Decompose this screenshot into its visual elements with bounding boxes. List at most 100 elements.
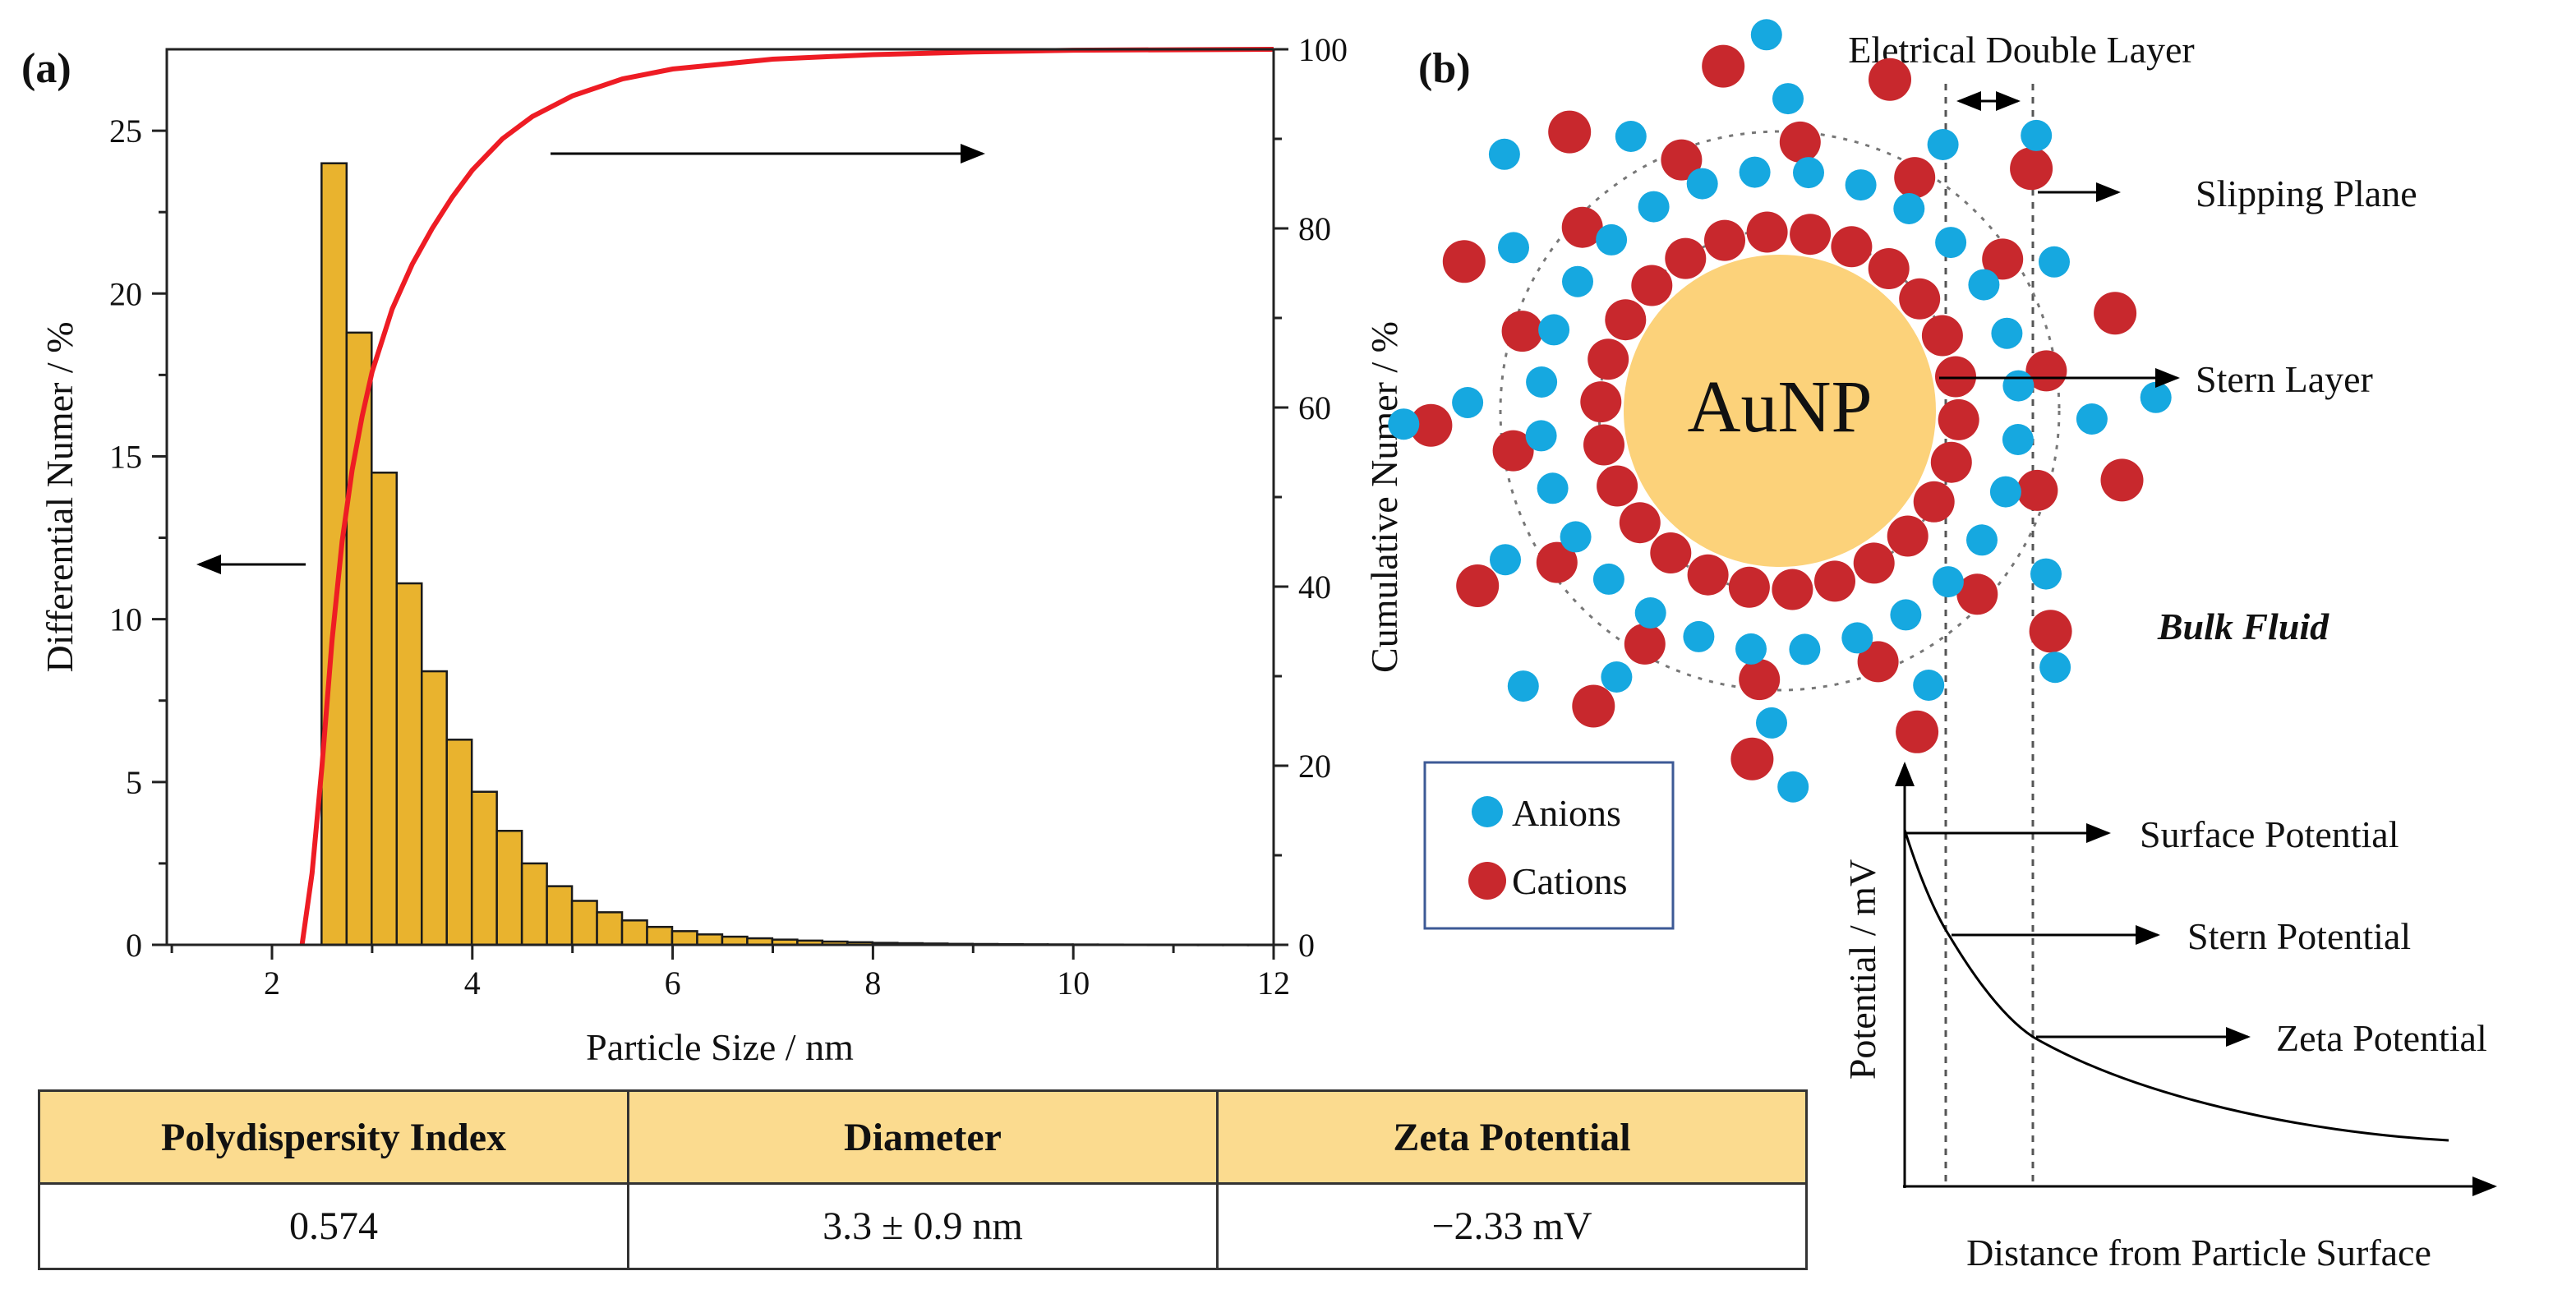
y-tick-label: 20 [109, 275, 142, 312]
y2-tick-label: 80 [1298, 210, 1331, 247]
cation [1739, 659, 1781, 701]
cation [1982, 238, 2024, 280]
anion [2039, 652, 2071, 684]
cation [1650, 532, 1692, 573]
anion [1498, 232, 1529, 264]
anion [1507, 670, 1539, 702]
bulk-fluid-label: Bulk Fluid [2157, 606, 2329, 647]
histogram-bar [495, 830, 523, 946]
y2-tick-label: 100 [1298, 31, 1348, 68]
cation [1631, 265, 1673, 306]
header-diameter: Diameter [627, 1089, 1219, 1185]
cation [1409, 403, 1453, 447]
anion [1538, 314, 1570, 346]
anion [1537, 472, 1569, 504]
histogram-bar [646, 925, 674, 946]
value-diameter: 3.3 ± 0.9 nm [627, 1182, 1219, 1270]
anion [1893, 193, 1925, 224]
potential-plot: Potential / mV Distance from Particle Su… [1841, 762, 2497, 1273]
particle-label: AuNP [1687, 366, 1872, 448]
anion [2002, 370, 2035, 402]
cation [1857, 641, 1899, 683]
y-tick-label: 15 [109, 438, 142, 475]
anion [2039, 246, 2070, 278]
histogram-bars [320, 162, 1274, 946]
cations-legend-label: Cations [1512, 860, 1628, 902]
cation [1597, 465, 1638, 507]
anion [1991, 317, 2023, 349]
histogram-bar [445, 739, 473, 946]
y2-tick-label: 40 [1298, 569, 1331, 606]
table-row: 0.574 3.3 ± 0.9 nm −2.33 mV [38, 1182, 1808, 1270]
x-tick-label: 10 [1057, 965, 1090, 1002]
legend: Anions Cations [1423, 761, 1675, 930]
x-tick-label: 6 [665, 965, 681, 1002]
anion [1638, 191, 1670, 223]
anion [1777, 771, 1809, 803]
anion [1735, 633, 1767, 665]
potential-x-label: Distance from Particle Surface [1966, 1232, 2431, 1273]
cation [1869, 58, 1911, 101]
anion [1927, 129, 1959, 160]
properties-table: Polydispersity Index Diameter Zeta Poten… [38, 1089, 1808, 1270]
anion [2030, 558, 2062, 590]
anion-legend-dot [1472, 796, 1503, 827]
zeta-potential-label: Zeta Potential [2276, 1017, 2487, 1059]
anion [1490, 544, 1521, 576]
outer-dashed-circle [1499, 130, 2061, 692]
x-tick-label: 8 [864, 965, 881, 1002]
value-zeta: −2.33 mV [1216, 1182, 1808, 1270]
anion [1772, 83, 1804, 115]
cation [1588, 338, 1629, 380]
anion-group [1388, 19, 2172, 803]
stern-potential-label: Stern Potential [2187, 915, 2411, 957]
y2-tick-label: 60 [1298, 389, 1331, 426]
y-tick-label: 25 [109, 113, 142, 150]
anion [1739, 156, 1771, 188]
anion [1596, 223, 1628, 256]
anion [1683, 620, 1715, 652]
cumulative-line [299, 47, 1274, 946]
cation [1605, 299, 1647, 341]
anion [1634, 597, 1666, 629]
header-zeta: Zeta Potential [1216, 1089, 1808, 1185]
panel-a: (a) 2 4 6 8 10 12 0 5 10 15 20 25 0 20 40 60 80 100 Par… [21, 31, 1405, 1068]
potential-decay-curve [1903, 829, 2449, 1142]
anion [1935, 227, 1967, 259]
histogram-bar [520, 862, 548, 946]
cation-legend-dot [1468, 862, 1506, 900]
cation [1887, 515, 1929, 557]
cation [1619, 502, 1661, 544]
cation [1624, 623, 1666, 665]
anions-legend-label: Anions [1512, 792, 1621, 834]
anion [1750, 19, 1782, 51]
cation [1730, 737, 1774, 781]
cation [1779, 121, 1821, 163]
x-tick-label: 2 [264, 965, 280, 1002]
anion [1592, 563, 1624, 595]
y-tick-label: 10 [109, 601, 142, 638]
cation [2016, 469, 2058, 511]
y-tick-label: 5 [126, 764, 142, 801]
anion [1968, 269, 2000, 301]
y-axis-left: 0 5 10 15 20 25 [109, 113, 167, 964]
cation [1687, 554, 1729, 596]
y2-axis-label: Cumulative Numer / % [1363, 321, 1405, 673]
cation [2010, 147, 2053, 191]
cation [1913, 481, 1955, 523]
panel-b: (b) Eletrical Double Layer AuNP Slipping… [1388, 19, 2497, 1273]
cation [1580, 381, 1622, 423]
cation [1561, 206, 1603, 248]
anion [1526, 366, 1558, 398]
cation [1548, 110, 1592, 154]
anion [2021, 119, 2053, 151]
cation [1814, 560, 1855, 602]
histogram-bar [371, 472, 399, 946]
gold-nanoparticle [1624, 255, 1936, 567]
cation [1746, 211, 1788, 253]
cation [1831, 226, 1873, 268]
cation [1938, 398, 1979, 440]
anion [1841, 622, 1873, 654]
legend-box [1423, 761, 1675, 930]
cation [1661, 139, 1703, 181]
